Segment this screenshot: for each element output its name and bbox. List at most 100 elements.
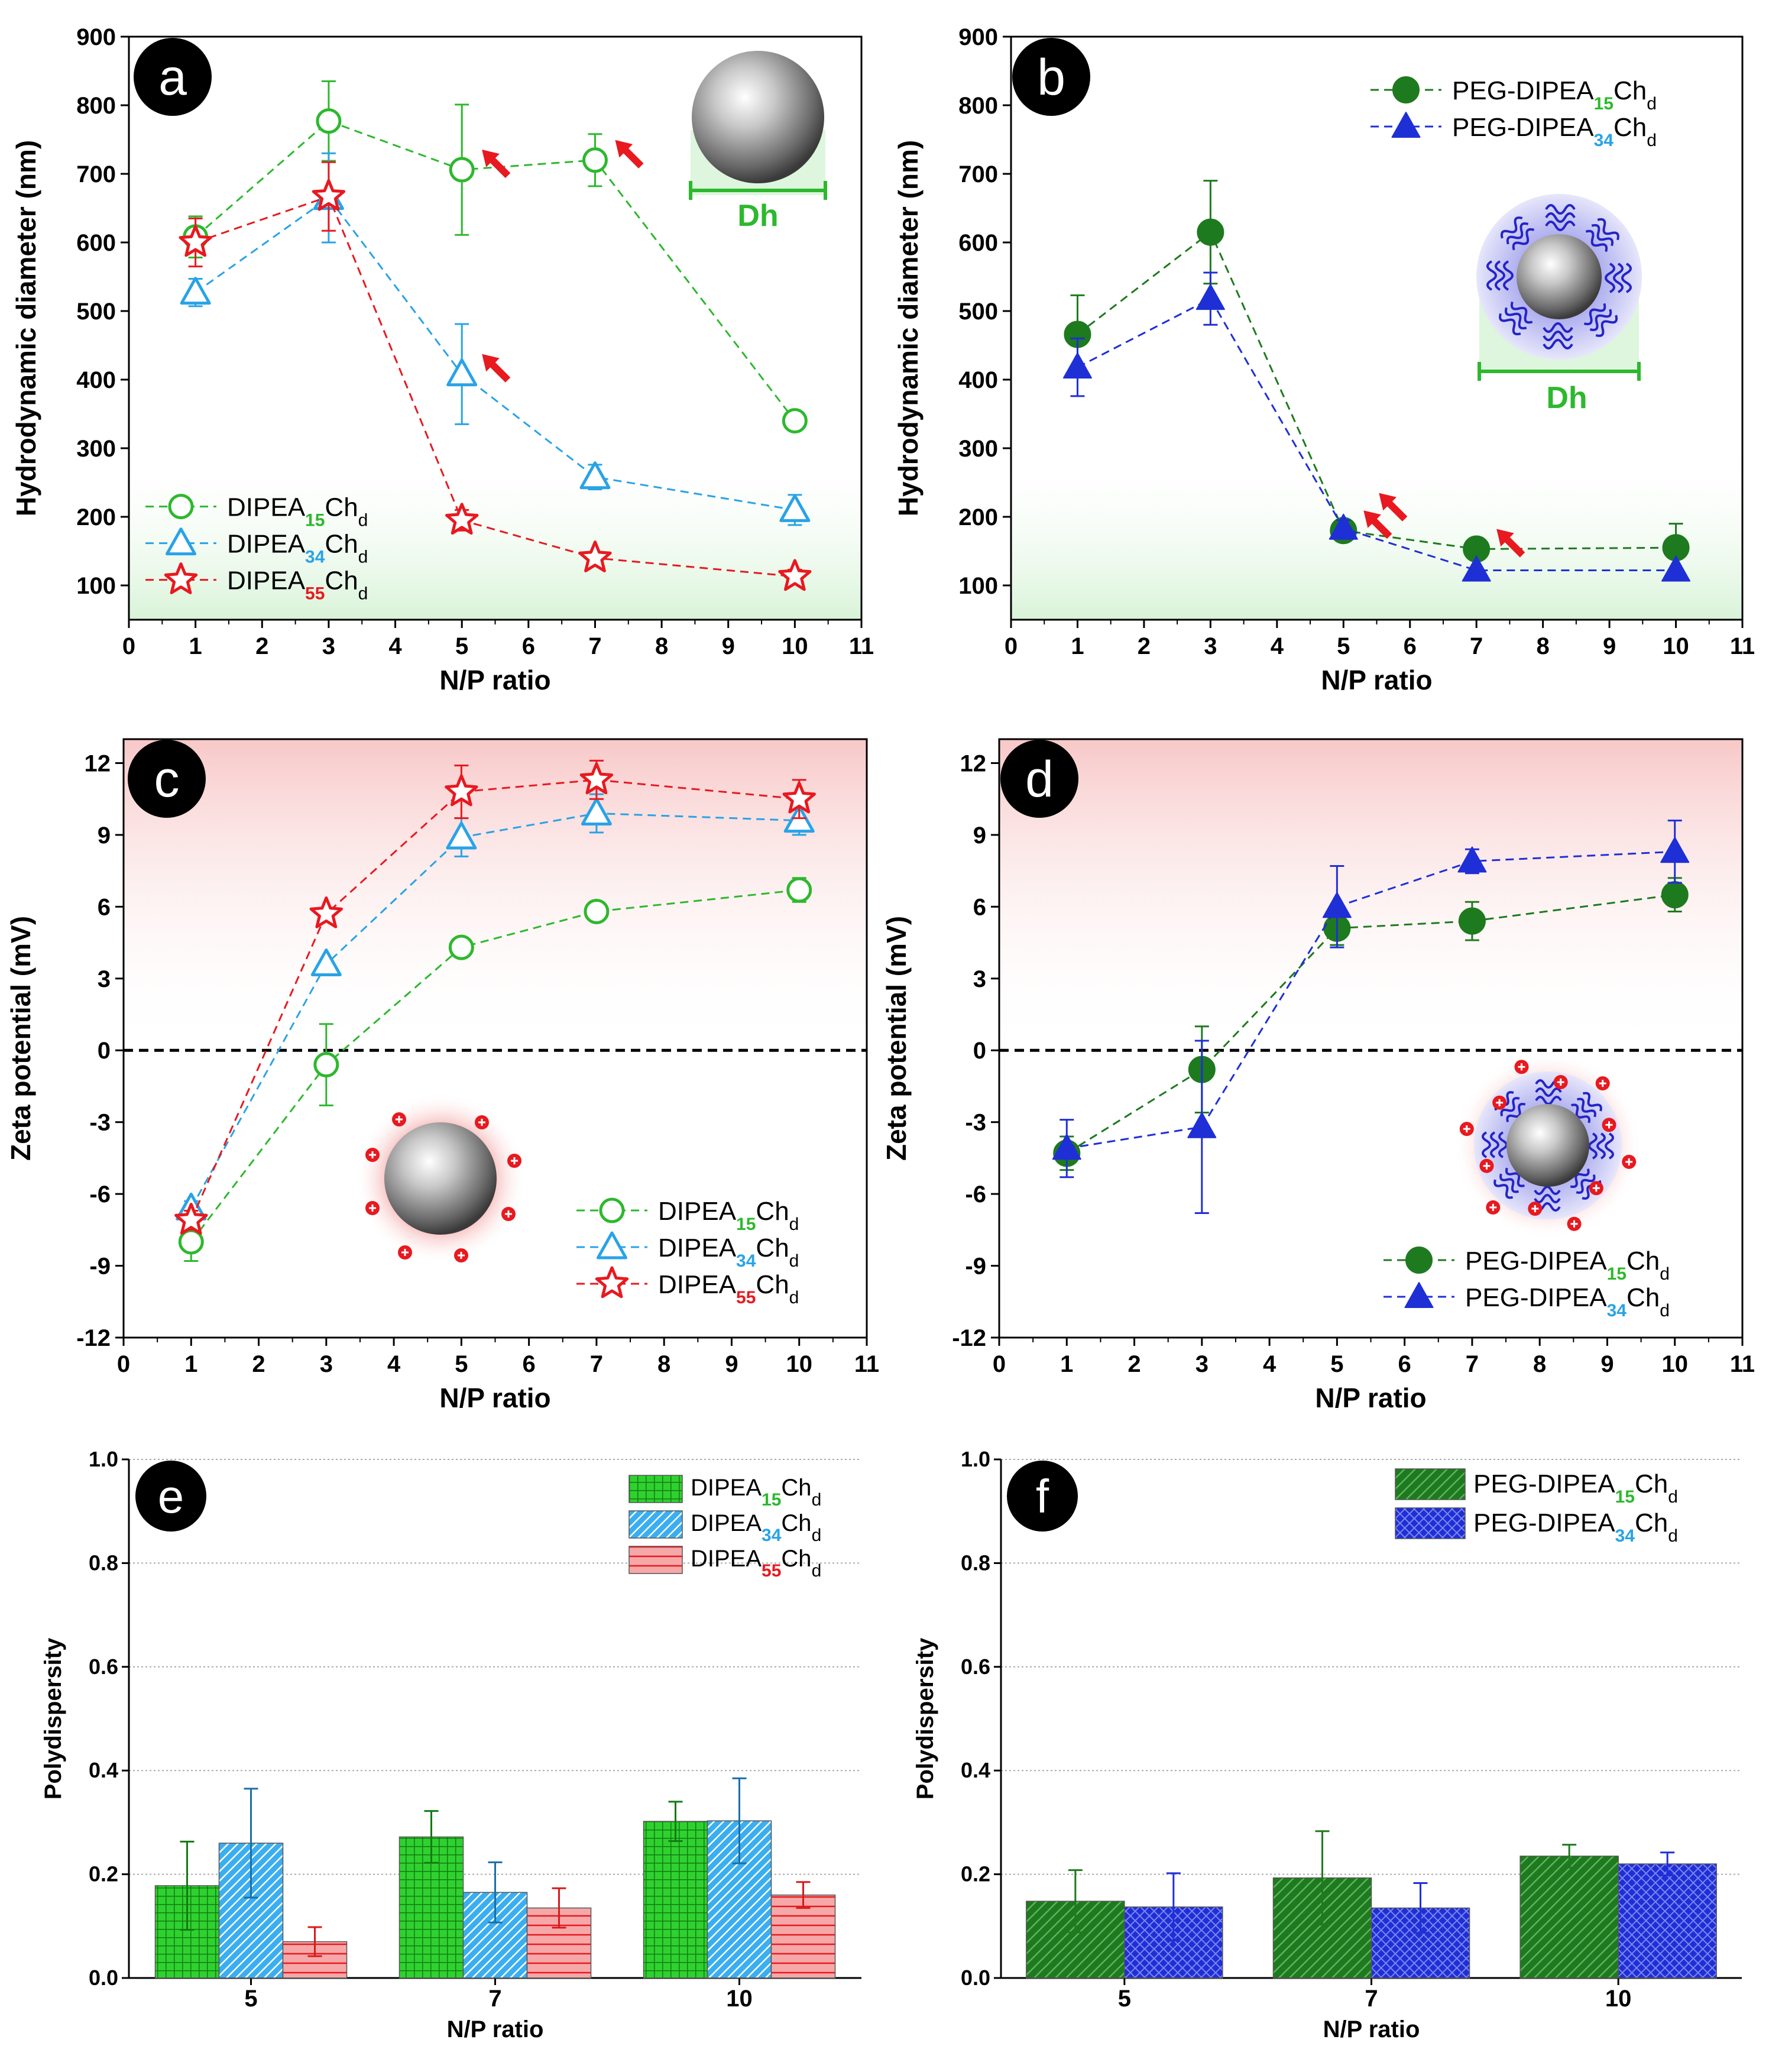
plus-sign bbox=[1463, 1125, 1470, 1133]
x-tick-label: 11 bbox=[849, 633, 874, 659]
inset-cationic-nanoparticle bbox=[355, 1093, 526, 1264]
legend-label: PEG-DIPEA15Chd bbox=[1473, 1469, 1678, 1507]
y-tick-label: 100 bbox=[958, 573, 998, 599]
legend-marker bbox=[168, 494, 194, 520]
x-tick-label: 0 bbox=[993, 1351, 1006, 1377]
x-tick-label: 1 bbox=[1060, 1351, 1073, 1377]
data-point bbox=[449, 157, 475, 183]
data-point bbox=[1062, 352, 1092, 379]
legend-swatch bbox=[628, 1475, 683, 1503]
plus-sign bbox=[1592, 1184, 1600, 1192]
polymer-chain-icon bbox=[1583, 303, 1618, 337]
x-tick-label: 10 bbox=[1663, 633, 1689, 659]
x-axis-label: N/P ratio bbox=[1323, 2016, 1420, 2042]
panel-e: 0.0 0.2 0.4 0.6 0.8 1.0 Polydispersity 5 7 10 N/P … bbox=[40, 1447, 861, 2042]
x-tick-label: 8 bbox=[1537, 633, 1550, 659]
x-tick-label: 1 bbox=[184, 1351, 197, 1377]
legend-label: DIPEA55Chd bbox=[658, 1270, 799, 1307]
plot-background-tint bbox=[124, 739, 867, 1051]
x-tick-label: 4 bbox=[388, 633, 402, 659]
plot-background-tint bbox=[129, 448, 861, 620]
y-tick-label: 0.2 bbox=[89, 1862, 118, 1886]
red-arrow-icon bbox=[615, 140, 644, 169]
legend-swatch bbox=[1395, 1468, 1466, 1500]
plus-sign bbox=[369, 1205, 376, 1212]
y-tick-label: 0.6 bbox=[89, 1655, 118, 1679]
data-point bbox=[316, 108, 342, 134]
data-point bbox=[1660, 837, 1690, 863]
y-tick-label: 9 bbox=[98, 823, 111, 849]
y-tick-label: 0 bbox=[973, 1038, 986, 1064]
panel-badge bbox=[1000, 740, 1078, 818]
y-tick-label: 0.2 bbox=[961, 1862, 990, 1886]
series-dipea-55 bbox=[179, 161, 812, 591]
x-tick-label: 3 bbox=[1195, 1351, 1209, 1377]
inset-cationic-peg-nanoparticle bbox=[1454, 1052, 1641, 1239]
polymer-chain-icon bbox=[1571, 1092, 1602, 1124]
legend-marker bbox=[596, 1231, 628, 1260]
legend-label: DIPEA34Chd bbox=[691, 1510, 821, 1545]
x-tick-label: 5 bbox=[244, 1986, 257, 2012]
red-arrow-icon bbox=[1379, 493, 1408, 522]
y-tick-label: 500 bbox=[76, 299, 116, 325]
plus-sign bbox=[396, 1116, 403, 1123]
x-tick-label: 8 bbox=[1533, 1351, 1546, 1377]
plot-background-tint bbox=[1011, 448, 1742, 620]
legend-marker bbox=[1405, 1247, 1433, 1274]
legend-label: DIPEA55Chd bbox=[227, 566, 368, 604]
x-axis-label: N/P ratio bbox=[439, 665, 550, 695]
plus-charge-icon bbox=[1553, 1074, 1568, 1089]
plus-sign bbox=[1625, 1158, 1633, 1166]
x-tick-label: 9 bbox=[1600, 1351, 1614, 1377]
plus-sign bbox=[511, 1157, 518, 1164]
polymer-chain-icon bbox=[1493, 1167, 1525, 1199]
red-arrow-icon bbox=[1496, 529, 1525, 558]
x-tick-label: 9 bbox=[725, 1351, 738, 1377]
plus-sign bbox=[1570, 1220, 1578, 1228]
y-tick-label: 0.0 bbox=[89, 1966, 118, 1990]
y-tick-label: 0.4 bbox=[961, 1758, 990, 1782]
y-tick-label: -6 bbox=[89, 1181, 111, 1207]
x-tick-label: 5 bbox=[1330, 1351, 1343, 1377]
y-tick-label: -3 bbox=[965, 1110, 986, 1136]
y-tick-label: -6 bbox=[965, 1181, 986, 1207]
panel-f: 0.0 0.2 0.4 0.6 0.8 1.0 Polydispersity 5 7 10 N/P … bbox=[912, 1447, 1742, 2042]
sphere-icon bbox=[1517, 234, 1602, 319]
y-axis-label: Zeta potential (mV) bbox=[5, 916, 36, 1161]
y-tick-label: 200 bbox=[76, 504, 116, 530]
panel-letter: b bbox=[1037, 49, 1065, 106]
plus-charge-icon bbox=[1479, 1158, 1494, 1173]
data-point bbox=[578, 540, 612, 572]
polymer-chain-icon bbox=[1543, 322, 1573, 349]
data-point bbox=[1322, 892, 1352, 918]
y-tick-label: 1.0 bbox=[89, 1447, 118, 1471]
legend-marker bbox=[1404, 1282, 1434, 1308]
data-point bbox=[445, 503, 479, 535]
legend-label: PEG-DIPEA15Chd bbox=[1465, 1247, 1670, 1284]
y-tick-label: 500 bbox=[958, 299, 998, 325]
plus-charge-icon bbox=[398, 1245, 412, 1260]
legend-label: DIPEA34Chd bbox=[227, 530, 368, 567]
x-tick-label: 4 bbox=[1271, 633, 1284, 659]
panel-letter: d bbox=[1025, 751, 1054, 808]
red-arrow-shape bbox=[1496, 529, 1525, 558]
series-dipea-15 bbox=[178, 877, 812, 1262]
panel-a: 0 1 2 3 4 5 6 7 8 9 10 11 100 200 300 400 500 600 700 800 90… bbox=[11, 24, 874, 695]
data-point bbox=[445, 774, 478, 807]
x-tick-label: 10 bbox=[786, 1351, 812, 1377]
y-tick-label: 9 bbox=[973, 823, 986, 849]
data-point bbox=[1197, 218, 1224, 246]
x-tick-label: 7 bbox=[590, 1351, 603, 1377]
data-point bbox=[581, 797, 612, 825]
legend-marker bbox=[1392, 76, 1420, 103]
x-tick-label: 11 bbox=[854, 1351, 879, 1377]
x-tick-label: 8 bbox=[655, 633, 668, 659]
plus-charge-icon bbox=[392, 1112, 406, 1126]
data-point bbox=[179, 225, 212, 257]
data-point bbox=[778, 559, 812, 591]
plus-charge-icon bbox=[1514, 1060, 1529, 1074]
data-point bbox=[579, 762, 614, 795]
data-point bbox=[1661, 881, 1689, 909]
